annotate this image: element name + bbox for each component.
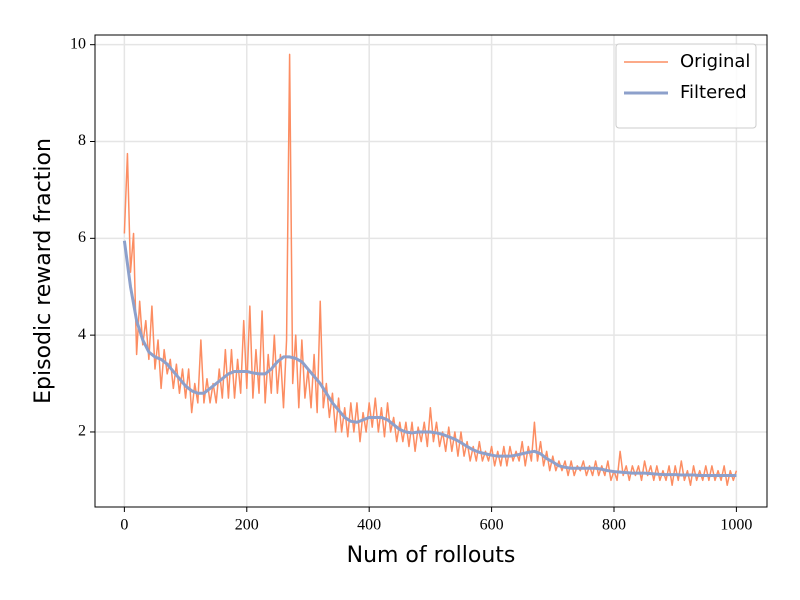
legend-label: Original bbox=[680, 51, 750, 72]
x-tick-label: 1000 bbox=[720, 517, 752, 534]
x-tick-label: 400 bbox=[357, 517, 381, 534]
line-series bbox=[122, 240, 737, 478]
y-tick-label: 6 bbox=[78, 229, 86, 246]
x-tick-label: 800 bbox=[602, 517, 626, 534]
y-axis-label: Episodic reward fraction bbox=[31, 138, 56, 404]
y-tick-label: 4 bbox=[78, 326, 86, 343]
x-axis-label: Num of rollouts bbox=[347, 543, 516, 568]
y-tick-label: 8 bbox=[78, 132, 86, 149]
x-tick-label: 600 bbox=[480, 517, 504, 534]
x-tick-label: 0 bbox=[120, 517, 128, 534]
y-tick-label: 10 bbox=[70, 35, 86, 52]
x-tick-label: 200 bbox=[235, 517, 259, 534]
legend-label: Filtered bbox=[680, 82, 747, 103]
y-tick-label: 2 bbox=[78, 423, 86, 440]
plot-frame bbox=[94, 34, 768, 508]
legend-box bbox=[615, 43, 757, 129]
